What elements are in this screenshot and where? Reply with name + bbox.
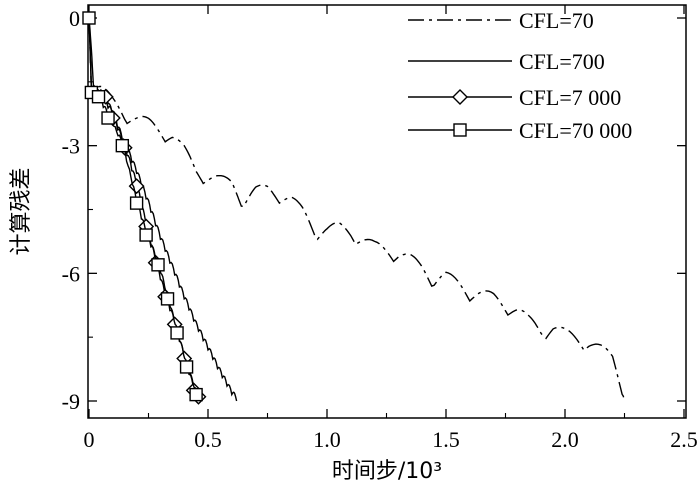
legend-square-marker <box>453 123 467 137</box>
square-marker <box>115 138 130 153</box>
legend-diamond-marker <box>452 89 468 105</box>
square-marker <box>139 228 153 242</box>
y-axis-label: 计算残差 <box>9 167 34 255</box>
x-tick-label: 1.5 <box>432 427 460 452</box>
legend-label-0: CFL=70 <box>519 8 594 33</box>
square-marker <box>91 90 106 104</box>
square-marker <box>170 326 184 340</box>
square-marker <box>189 387 203 402</box>
x-axis-label: 时间步/10³ <box>332 459 442 484</box>
x-tick-label: 0 <box>84 427 95 452</box>
x-tick-label: 1.0 <box>313 427 341 452</box>
x-tick-label: 0.5 <box>194 427 222 452</box>
x-tick-label: 2.0 <box>551 427 579 452</box>
legend-label-1: CFL=700 <box>519 49 605 74</box>
legend-label-2: CFL=7 000 <box>519 85 621 110</box>
square-marker <box>129 196 144 210</box>
series-line-2 <box>88 17 200 397</box>
y-tick-label: -9 <box>62 389 80 414</box>
y-tick-label: -6 <box>62 261 80 286</box>
y-tick-label: 0 <box>69 6 80 31</box>
square-marker <box>179 360 194 374</box>
x-tick-label: 2.5 <box>670 427 698 452</box>
series-line-1 <box>88 17 238 402</box>
square-marker <box>82 11 96 25</box>
y-tick-label: -3 <box>62 134 80 159</box>
square-marker <box>101 111 115 125</box>
series-line-0 <box>88 17 626 402</box>
legend-label-3: CFL=70 000 <box>519 118 632 143</box>
square-marker <box>160 292 175 306</box>
square-marker <box>151 258 165 272</box>
